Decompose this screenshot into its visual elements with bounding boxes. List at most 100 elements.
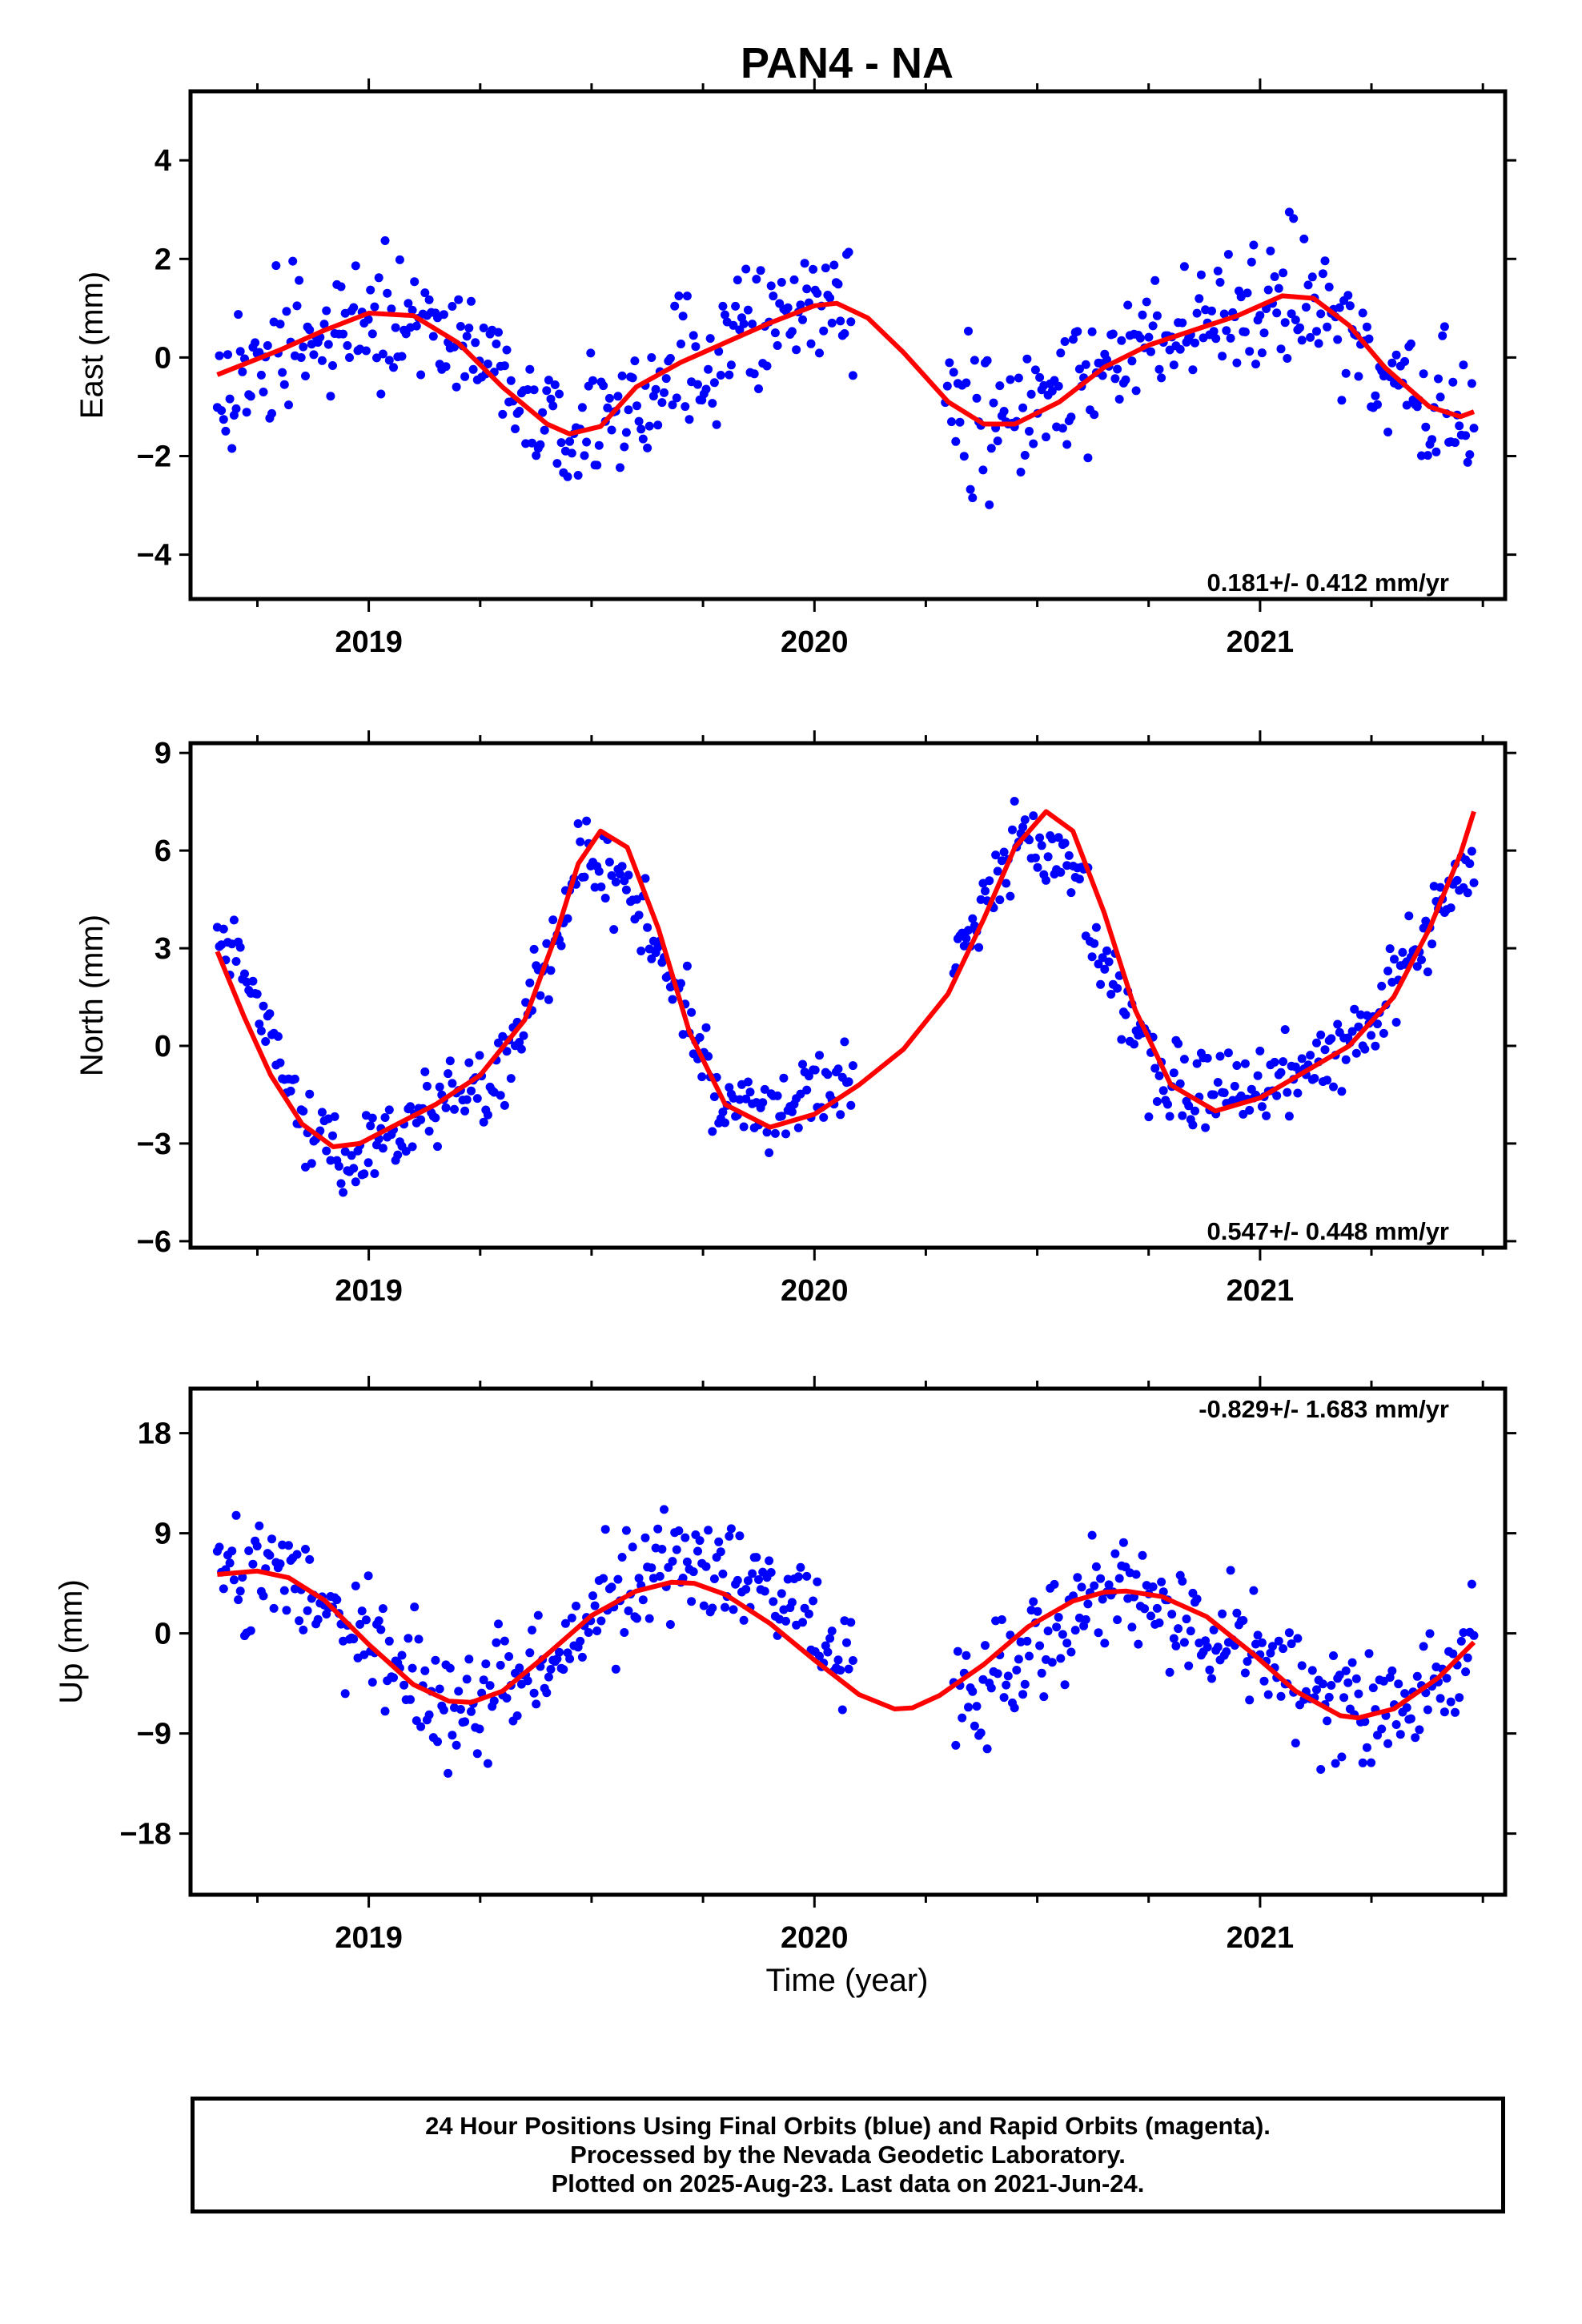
east-data-point [1066, 412, 1076, 422]
north-data-point [708, 1127, 717, 1136]
east-data-point [1276, 344, 1286, 354]
chart-title: PAN4 - NA [741, 39, 954, 87]
up-data-point [546, 1665, 556, 1674]
east-data-point [450, 342, 459, 352]
east-data-point [284, 400, 293, 410]
up-data-point [634, 1574, 644, 1583]
east-data-point [657, 398, 667, 408]
up-data-point [269, 1603, 279, 1613]
east-data-point [613, 392, 623, 401]
up-data-point [739, 1615, 749, 1625]
up-data-point [1354, 1689, 1363, 1699]
up-data-point [836, 1666, 845, 1675]
up-data-point [1113, 1615, 1122, 1625]
up-data-point [754, 1575, 763, 1584]
east-data-point [995, 381, 1005, 391]
east-data-point [275, 320, 285, 329]
east-data-point [993, 436, 1002, 446]
east-data-point [681, 402, 690, 412]
north-data-point [424, 1127, 434, 1136]
up-y-tick-label: −9 [137, 1718, 171, 1751]
panel-up: 2019 2020 2021 −18 −9 0 9 18 Up (mm) -0.829+/- … [54, 1376, 1516, 1998]
up-data-point [1331, 1759, 1340, 1768]
north-data-point [1262, 1111, 1271, 1120]
up-data-point [1039, 1692, 1049, 1702]
up-data-point [361, 1615, 371, 1625]
north-data-point [781, 1129, 790, 1139]
east-data-point [752, 275, 761, 284]
east-data-point [670, 301, 680, 311]
east-data-point [749, 369, 759, 379]
east-data-point [968, 493, 978, 503]
north-data-point [248, 976, 258, 986]
east-data-point [651, 384, 661, 394]
east-data-point [1402, 400, 1411, 410]
east-data-point [246, 392, 255, 401]
up-data-point [607, 1582, 616, 1592]
east-data-point [789, 275, 799, 284]
up-data-point [1205, 1665, 1215, 1675]
up-data-point [837, 1705, 847, 1715]
north-data-point [974, 943, 984, 952]
up-data-point [1178, 1577, 1187, 1586]
east-data-point [1219, 309, 1229, 319]
up-data-point [1169, 1634, 1178, 1643]
up-data-point [1014, 1655, 1023, 1664]
up-data-point [301, 1545, 310, 1554]
east-data-point [582, 437, 592, 447]
north-data-point [1283, 1088, 1292, 1097]
north-data-point [1279, 1057, 1288, 1067]
east-data-point [1042, 432, 1050, 442]
up-data-point [380, 1707, 390, 1716]
north-data-point [231, 957, 241, 966]
up-data-point [238, 1573, 247, 1582]
east-data-point [460, 372, 470, 381]
up-data-point [424, 1710, 434, 1719]
up-data-point [765, 1556, 774, 1566]
north-data-point [299, 1107, 308, 1116]
up-data-point [716, 1547, 725, 1557]
east-data-point [529, 385, 539, 395]
up-data-point [1377, 1724, 1387, 1734]
north-data-point [1102, 946, 1111, 955]
east-data-point [1083, 453, 1093, 463]
east-data-point [573, 471, 583, 480]
north-data-point [600, 894, 610, 903]
up-data-point [533, 1610, 543, 1620]
up-data-point [958, 1713, 967, 1723]
east-data-point [685, 415, 694, 424]
north-data-point [448, 1079, 457, 1088]
east-data-point [1195, 294, 1204, 304]
up-data-point [489, 1696, 499, 1706]
east-data-point [1188, 365, 1198, 375]
east-data-point [708, 399, 717, 408]
up-data-point [529, 1688, 539, 1698]
up-data-point [1448, 1649, 1458, 1659]
east-data-point [653, 420, 663, 430]
up-data-point [1329, 1651, 1338, 1660]
east-data-point [428, 332, 438, 341]
north-data-point [1158, 1086, 1168, 1096]
up-x-tick-label: 2021 [1227, 1921, 1295, 1955]
east-data-point [970, 356, 979, 365]
up-data-point [494, 1619, 503, 1629]
east-data-point [678, 312, 688, 321]
north-y-axis-label: North (mm) [74, 915, 110, 1076]
east-model-line [216, 293, 1476, 436]
north-data-point [1323, 1076, 1332, 1085]
north-data-point [420, 1067, 430, 1076]
east-data-point [624, 405, 633, 415]
up-data-point [599, 1574, 608, 1583]
up-data-point [689, 1567, 698, 1577]
east-data-point [439, 310, 448, 320]
up-data-point [1239, 1616, 1248, 1625]
up-data-point [500, 1636, 509, 1646]
up-data-point [1020, 1679, 1030, 1689]
east-data-point [848, 371, 857, 380]
east-data-point [1251, 360, 1260, 369]
east-y-axis-label: East (mm) [74, 271, 110, 419]
north-y-tick-label: 3 [155, 932, 171, 966]
north-data-point [1043, 852, 1053, 862]
north-data-point [506, 1074, 516, 1084]
up-data-point [532, 1699, 541, 1709]
